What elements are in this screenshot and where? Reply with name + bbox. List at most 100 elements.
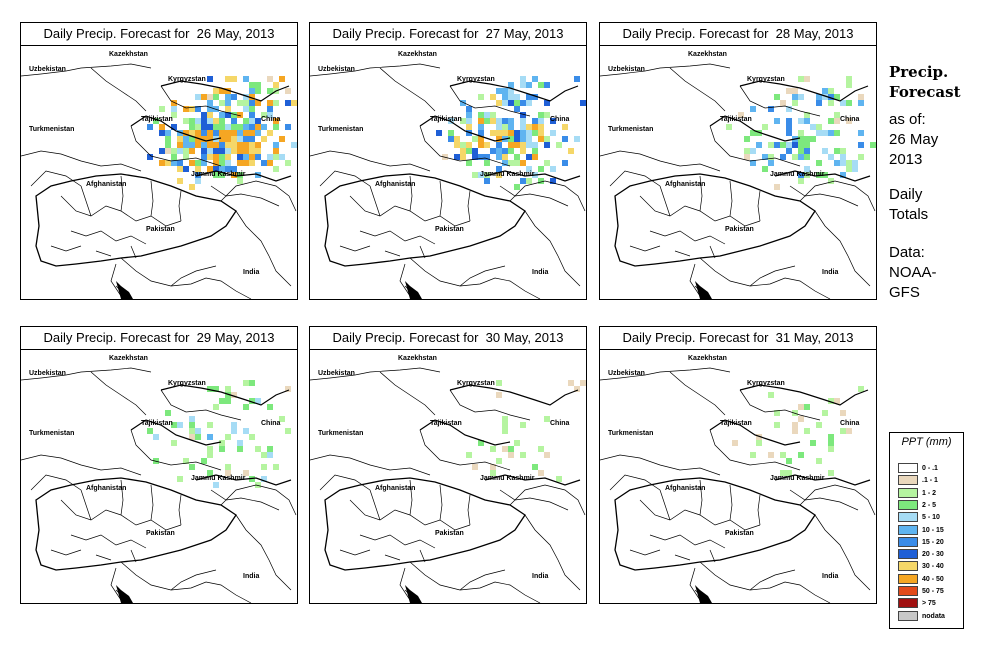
map-label-china: China [840, 116, 860, 123]
sidebar-asof: as of: 26 May 2013 [889, 110, 938, 170]
map-label-india: India [822, 269, 838, 276]
map-label-china: China [840, 420, 860, 427]
map-label-pakistan: Pakistan [146, 530, 175, 537]
map-label-uzbekistan: Uzbekistan [318, 370, 355, 377]
map-label-china: China [261, 420, 281, 427]
asof-line3: 2013 [889, 151, 923, 168]
legend-swatch [898, 561, 918, 572]
legend-swatch [898, 499, 918, 510]
legend-swatch [898, 610, 918, 621]
map-label-uzbekistan: Uzbekistan [318, 66, 355, 73]
forecast-panel-5: Daily Precip. Forecast for 30 May, 2013 … [309, 326, 587, 604]
map-label-china: China [550, 420, 570, 427]
sidebar-title: Precip. Forecast [889, 62, 961, 102]
legend-swatch [898, 598, 918, 609]
map-label-kyrgyzstan: Kyrgyzstan [457, 380, 495, 387]
data-line1: Data: [889, 244, 925, 261]
legend-swatch [898, 586, 918, 596]
legend-swatch [898, 573, 918, 584]
sidebar-daily: Daily Totals [889, 185, 928, 225]
map-label-kyrgyzstan: Kyrgyzstan [168, 380, 206, 387]
map-label-pakistan: Pakistan [435, 530, 464, 537]
panel-title: Daily Precip. Forecast for 30 May, 2013 [310, 327, 586, 350]
map-label-jammu-kashmir: Jammu Kashmir [480, 171, 535, 178]
map-label-afghanistan: Afghanistan [665, 485, 705, 492]
asof-line2: 26 May [889, 131, 939, 148]
legend-swatch [898, 536, 918, 547]
map-label-india: India [532, 269, 548, 276]
panel-title: Daily Precip. Forecast for 27 May, 2013 [310, 23, 586, 46]
map-label-kazakhstan: Kazekhstan [398, 51, 437, 58]
daily-line1: Daily [889, 186, 923, 203]
map-label-afghanistan: Afghanistan [375, 181, 415, 188]
map-label-kyrgyzstan: Kyrgyzstan [168, 76, 206, 83]
map-label-afghanistan: Afghanistan [86, 181, 126, 188]
forecast-panel-4: Daily Precip. Forecast for 29 May, 2013 … [20, 326, 298, 604]
map-label-jammu-kashmir: Jammu Kashmir [770, 171, 825, 178]
map-label-afghanistan: Afghanistan [665, 181, 705, 188]
map-svg: Kazekhstan Uzbekistan Kyrgyzstan Tajikistan… [310, 355, 586, 603]
legend-title: PPT (mm) [901, 436, 952, 448]
daily-line2: Totals [889, 206, 929, 223]
map-label-china: China [550, 116, 570, 123]
map-label-tajikistan: Tajikistan [720, 420, 752, 427]
forecast-panel-2: Daily Precip. Forecast for 27 May, 2013 … [309, 22, 587, 300]
map-label-kyrgyzstan: Kyrgyzstan [457, 76, 495, 83]
legend-label: 20 - 30 [922, 551, 944, 559]
map-svg: Kazekhstan Uzbekistan Kyrgyzstan Tajikistan… [310, 51, 586, 299]
legend-label: 0 - .1 [922, 465, 938, 472]
map-label-jammu-kashmir: Jammu Kashmir [480, 475, 535, 482]
legend-label: nodata [922, 612, 945, 620]
forecast-panel-6: Daily Precip. Forecast for 31 May, 2013 … [599, 326, 877, 604]
map-svg: Kazekhstan Uzbekistan Kyrgyzstan Tajikistan… [600, 355, 876, 603]
legend-label: 15 - 20 [922, 538, 944, 546]
legend-label: .1 - 1 [922, 477, 938, 485]
map-label-jammu-kashmir: Jammu Kashmir [191, 171, 246, 178]
asof-line1: as of: [889, 111, 926, 128]
map-label-uzbekistan: Uzbekistan [608, 370, 645, 377]
map-label-turkmenistan: Turkmenistan [318, 430, 363, 437]
legend-swatch [898, 463, 918, 473]
map-label-turkmenistan: Turkmenistan [29, 126, 74, 133]
legend-label: 10 - 15 [922, 526, 944, 534]
map-label-tajikistan: Tajikistan [720, 116, 752, 123]
map-label-kazakhstan: Kazekhstan [109, 355, 148, 362]
map-label-turkmenistan: Turkmenistan [608, 430, 653, 437]
forecast-panel-1: Daily Precip. Forecast for 26 May, 2013 … [20, 22, 298, 300]
map-label-india: India [822, 573, 838, 580]
map-label-pakistan: Pakistan [146, 226, 175, 233]
map-label-kyrgyzstan: Kyrgyzstan [747, 76, 785, 83]
panel-title: Daily Precip. Forecast for 26 May, 2013 [21, 23, 297, 46]
panel-title: Daily Precip. Forecast for 29 May, 2013 [21, 327, 297, 350]
map-label-tajikistan: Tajikistan [430, 420, 462, 427]
panel-title: Daily Precip. Forecast for 31 May, 2013 [600, 327, 876, 350]
map-label-uzbekistan: Uzbekistan [608, 66, 645, 73]
map-label-kazakhstan: Kazekhstan [688, 355, 727, 362]
map-label-kazakhstan: Kazekhstan [688, 51, 727, 58]
map-svg: Kazekhstan Uzbekistan Kyrgyzstan Tajikistan… [21, 355, 297, 603]
map-label-turkmenistan: Turkmenistan [318, 126, 363, 133]
legend-swatch [898, 549, 918, 560]
panel-title: Daily Precip. Forecast for 28 May, 2013 [600, 23, 876, 46]
map-label-tajikistan: Tajikistan [141, 420, 173, 427]
map-label-afghanistan: Afghanistan [375, 485, 415, 492]
map-label-tajikistan: Tajikistan [430, 116, 462, 123]
legend-label: 50 - 75 [922, 588, 944, 595]
forecast-panel-3: Daily Precip. Forecast for 28 May, 2013 … [599, 22, 877, 300]
map-label-turkmenistan: Turkmenistan [608, 126, 653, 133]
map-label-uzbekistan: Uzbekistan [29, 370, 66, 377]
map-label-india: India [532, 573, 548, 580]
sidebar-title-line2: Forecast [889, 83, 961, 101]
map-label-uzbekistan: Uzbekistan [29, 66, 66, 73]
map-label-kazakhstan: Kazekhstan [398, 355, 437, 362]
map-label-kyrgyzstan: Kyrgyzstan [747, 380, 785, 387]
map-label-turkmenistan: Turkmenistan [29, 430, 74, 437]
map-label-india: India [243, 269, 259, 276]
legend-label: 5 - 10 [922, 514, 940, 522]
legend-label: > 75 [922, 600, 936, 608]
legend-swatch [898, 524, 918, 535]
legend-label: 1 - 2 [922, 489, 937, 497]
legend-label: 2 - 5 [922, 501, 937, 509]
sidebar-title-line1: Precip. [889, 63, 949, 81]
ppt-legend: PPT (mm) 0 - .1 .1 - 1 1 - 2 2 - 5 5 - 10 10 … [889, 432, 964, 629]
